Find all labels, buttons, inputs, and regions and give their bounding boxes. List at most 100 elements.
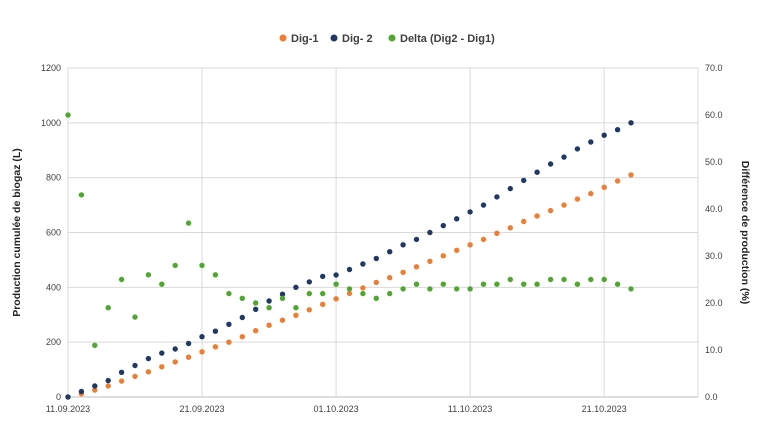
data-point	[159, 350, 165, 356]
data-point	[547, 276, 554, 283]
data-point	[561, 154, 567, 160]
series-layer	[65, 112, 634, 400]
data-point	[574, 196, 581, 202]
y-tick-label: 400	[46, 282, 61, 292]
data-point	[561, 276, 567, 283]
data-point	[105, 383, 111, 389]
data-point	[400, 269, 406, 275]
y2-tick-label: 60.0	[705, 110, 723, 120]
data-point	[212, 272, 219, 278]
gridlines	[67, 67, 698, 398]
data-point	[145, 272, 152, 278]
data-point	[521, 281, 527, 287]
data-point	[480, 236, 487, 243]
data-point	[400, 286, 406, 292]
data-point	[172, 262, 178, 269]
data-point	[507, 225, 513, 231]
data-point	[266, 298, 272, 304]
data-point	[387, 249, 393, 255]
legend-marker	[330, 34, 338, 42]
y2-tick-label: 0.0	[705, 392, 718, 402]
data-point	[574, 281, 581, 287]
x-tick-label: 21.09.2023	[180, 404, 225, 414]
data-point	[172, 346, 178, 352]
data-point	[614, 127, 621, 133]
data-point	[547, 207, 554, 214]
y2-tick-label: 50.0	[705, 157, 723, 167]
data-point	[132, 362, 138, 369]
y-tick-label: 0	[56, 392, 61, 402]
data-point	[413, 264, 420, 270]
series-dig-2	[65, 120, 634, 400]
data-point	[628, 172, 634, 178]
data-point	[494, 230, 500, 236]
data-point	[494, 281, 500, 287]
data-point	[159, 364, 165, 370]
data-point	[199, 334, 205, 340]
data-point	[239, 334, 245, 340]
data-point	[333, 296, 339, 302]
series-delta-dig2-dig1	[65, 112, 634, 348]
data-point	[132, 373, 138, 380]
data-point	[253, 300, 259, 306]
data-point	[266, 305, 272, 311]
y-tick-label: 1000	[41, 118, 61, 128]
data-point	[333, 272, 339, 278]
data-point	[118, 276, 125, 283]
data-point	[440, 281, 446, 287]
data-point	[185, 340, 192, 347]
data-point	[306, 307, 312, 313]
data-point	[279, 317, 286, 323]
legend: Dig-1 Dig- 2 Delta (Dig2 - Dig1)	[279, 33, 495, 45]
data-point	[253, 306, 259, 312]
data-point	[601, 132, 607, 138]
data-point	[199, 349, 205, 355]
data-point	[521, 218, 527, 225]
data-point	[346, 266, 353, 273]
data-point	[400, 242, 406, 248]
data-point	[427, 258, 433, 264]
data-point	[480, 281, 487, 287]
data-point	[132, 314, 138, 320]
data-point	[105, 377, 111, 384]
data-point	[320, 301, 326, 307]
data-point	[279, 291, 286, 297]
data-point	[78, 388, 85, 395]
data-point	[467, 209, 473, 215]
data-point	[534, 213, 540, 219]
data-point	[480, 202, 487, 208]
x-tick-label: 11.10.2023	[448, 404, 492, 414]
data-point	[440, 222, 446, 229]
data-point	[588, 276, 594, 283]
legend-marker	[388, 34, 396, 42]
y-tick-label: 200	[46, 337, 61, 347]
data-point	[547, 161, 554, 167]
data-point	[78, 192, 85, 198]
data-point	[118, 378, 125, 384]
data-point	[105, 305, 111, 311]
legend-label: Dig- 2	[342, 33, 373, 45]
data-point	[226, 321, 232, 327]
data-point	[145, 355, 152, 362]
series-dig-1	[65, 172, 634, 400]
data-point	[454, 247, 460, 253]
data-point	[159, 281, 165, 287]
data-point	[360, 285, 366, 291]
data-point	[279, 295, 286, 301]
data-point	[454, 286, 460, 292]
data-point	[212, 344, 219, 350]
data-point	[413, 281, 420, 287]
data-point	[172, 359, 178, 365]
plot-frame	[67, 68, 699, 398]
data-point	[561, 202, 567, 208]
data-point	[65, 112, 71, 118]
data-point	[320, 273, 326, 280]
y2-tick-label: 20.0	[705, 298, 723, 308]
data-point	[239, 295, 245, 301]
x-tick-label: 01.10.2023	[314, 404, 359, 414]
legend-marker	[279, 34, 287, 42]
data-point	[360, 261, 366, 267]
y2-tick-label: 30.0	[705, 251, 723, 261]
data-point	[199, 262, 205, 269]
data-point	[534, 281, 540, 287]
